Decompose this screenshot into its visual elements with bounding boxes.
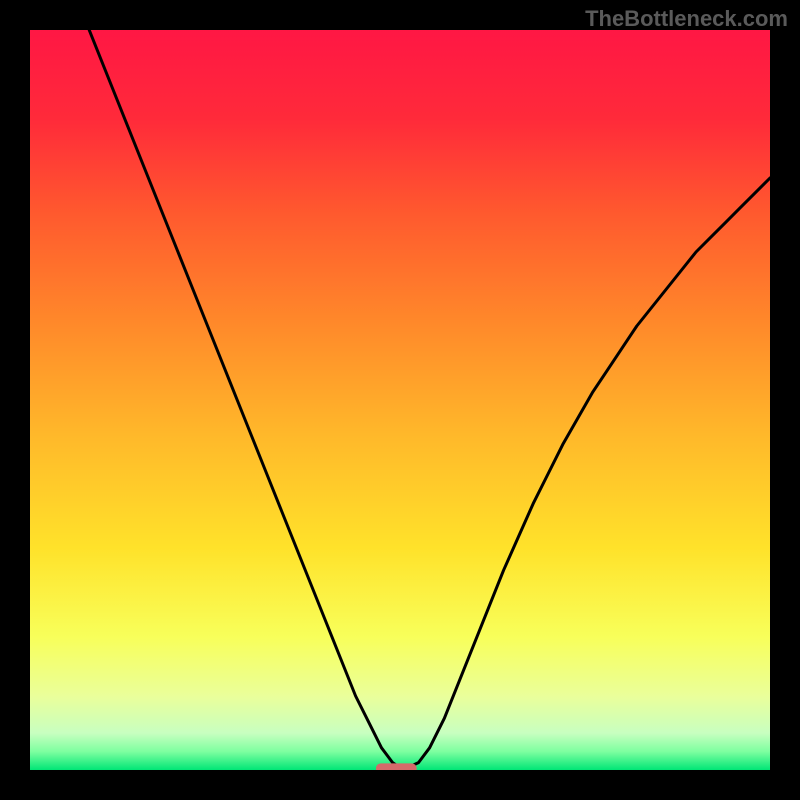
plot-area (30, 30, 770, 770)
gradient-background (30, 30, 770, 770)
bottleneck-chart (30, 30, 770, 770)
watermark-text: TheBottleneck.com (585, 6, 788, 32)
optimum-marker (376, 763, 417, 770)
